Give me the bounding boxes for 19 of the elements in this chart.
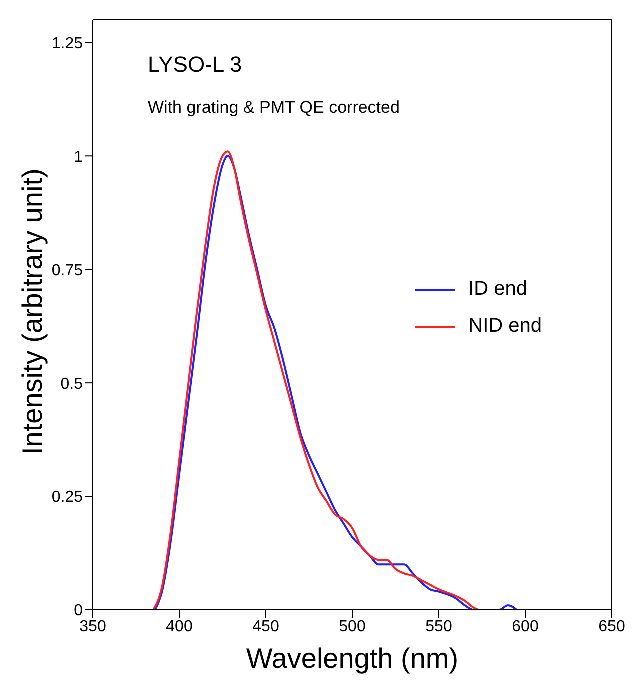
y-tick-label: 0 [74, 602, 84, 620]
y-tick-label: 0.75 [52, 262, 84, 280]
legend-label: NID end [468, 315, 542, 338]
y-tick-label: 1.25 [52, 35, 84, 52]
x-tick-label: 600 [512, 618, 539, 636]
y-tick-label: 0.25 [52, 489, 84, 506]
legend-label: ID end [468, 278, 528, 301]
x-axis-title: Wavelength (nm) [246, 643, 459, 674]
y-axis-title: Intensity (arbitrary unit) [16, 168, 48, 455]
x-tick-label: 450 [252, 618, 280, 636]
text: LYSO-L 3 [148, 52, 242, 78]
y-tick-label: 0.5 [60, 376, 84, 393]
x-tick-label: 500 [339, 618, 366, 636]
x-tick-label: 550 [426, 618, 452, 636]
x-tick-label: 400 [166, 618, 193, 636]
x-tick-label: 350 [80, 618, 106, 636]
x-tick-label: 650 [598, 618, 626, 636]
text: With grating & PMT QE corrected [148, 98, 400, 118]
y-tick-label: 1 [74, 148, 84, 166]
